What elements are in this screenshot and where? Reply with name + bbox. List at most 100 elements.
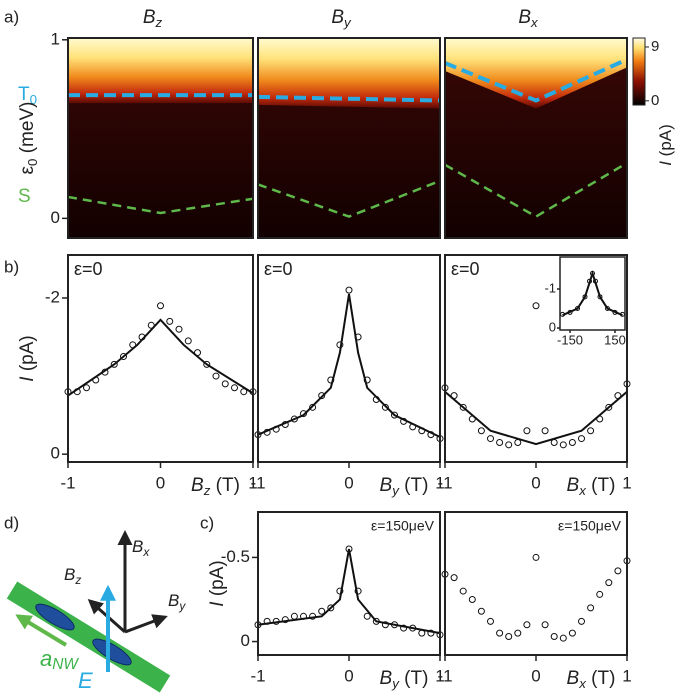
x-tick-label: 0 [531, 473, 540, 492]
x-tick-label: -1 [60, 473, 75, 492]
data-point [345, 286, 353, 294]
data-point [459, 403, 467, 411]
data-point [184, 337, 192, 345]
y-tick-label: -2 [45, 287, 60, 306]
panel-frame [67, 37, 254, 239]
fit-line [562, 270, 623, 317]
dashed-line [257, 94, 441, 103]
fit-line [257, 293, 441, 438]
data-point [231, 384, 238, 392]
data-point [290, 415, 298, 423]
panel-label: c) [200, 513, 214, 532]
data-point [496, 629, 504, 637]
data-point [110, 360, 118, 368]
x-tick-label: 1 [435, 473, 444, 492]
x-tick-label: 0 [344, 473, 353, 492]
annotation: ε=0 [451, 259, 480, 279]
fit-line [257, 548, 441, 635]
diagram-label: aNW [40, 646, 79, 673]
x-axis-label: Bz (T) [191, 475, 240, 498]
y-tick-label: 0 [241, 631, 250, 650]
data-point [523, 427, 531, 435]
data-point [514, 629, 522, 637]
x-tick-label: 1 [248, 473, 257, 492]
panel-frame [559, 256, 626, 331]
data-point [240, 388, 248, 396]
annotation: ε=0 [264, 259, 293, 279]
x-axis-label: Bx (T) [567, 475, 616, 498]
annotation: ε=150μeV [558, 518, 622, 534]
colorbar-label: I (pA) [656, 124, 675, 166]
x-tick-label: -1 [250, 473, 265, 492]
y-axis-label: I (pA) [207, 560, 228, 606]
x-tick-label: -1 [437, 473, 452, 492]
panel-title: Bz [143, 7, 163, 30]
data-point [381, 403, 389, 411]
dashed-line [444, 161, 628, 219]
data-point [166, 317, 174, 325]
x-tick-label: 0 [344, 666, 353, 685]
data-point [309, 403, 317, 411]
data-point [550, 632, 558, 640]
data-point [318, 607, 326, 615]
data-point [477, 427, 485, 435]
panel-frame [257, 37, 441, 239]
data-point [568, 438, 576, 446]
data-point [391, 411, 398, 419]
data-point [578, 617, 585, 625]
data-point [487, 617, 494, 625]
line-label: T0 [18, 84, 37, 107]
heatmap-high-current [445, 38, 627, 109]
data-point [318, 392, 326, 400]
x-tick-label: 1 [622, 473, 631, 492]
nanowire-diagram [6, 530, 171, 693]
y-tick-label: -1 [544, 280, 556, 295]
y-axis-label: I (pA) [17, 335, 38, 381]
data-point [327, 604, 335, 612]
colorbar-tick-label: 9 [651, 38, 659, 55]
data-point [175, 325, 183, 333]
x-tick-label: -150 [557, 332, 583, 347]
data-point [450, 574, 458, 582]
data-point [505, 441, 513, 449]
panel-frame [67, 254, 254, 463]
colorbar [632, 37, 646, 106]
data-point [290, 612, 298, 620]
data-point [203, 360, 211, 368]
x-tick-label: 150 [604, 332, 626, 347]
diagram-label: Bx [132, 537, 150, 559]
diagram-label: E [78, 668, 93, 693]
data-point [587, 604, 595, 612]
data-point [120, 353, 127, 361]
data-point [523, 621, 531, 629]
x-tick-label: 1 [435, 666, 444, 685]
x-tick-label: -1 [437, 666, 452, 685]
diagram-label: Bz [64, 565, 81, 587]
fit-line [444, 390, 628, 446]
data-point [541, 427, 549, 435]
data-point [532, 553, 540, 561]
y-tick-label: 0 [51, 208, 60, 227]
data-point [578, 435, 585, 443]
data-point [381, 621, 389, 629]
data-point [559, 634, 567, 642]
data-point [83, 384, 90, 392]
x-tick-label: 0 [531, 666, 540, 685]
panel-title: By [331, 7, 352, 30]
colorbar-tick-label: 0 [651, 92, 659, 109]
x-axis-label: By (T) [380, 668, 429, 691]
inset-background [560, 257, 625, 330]
y-tick-label: 0 [51, 444, 60, 463]
data-point [459, 587, 467, 595]
panel-frame [257, 254, 441, 463]
data-point [614, 567, 622, 575]
data-point [541, 621, 549, 629]
dashed-line [257, 179, 441, 218]
x-axis-label: By (T) [380, 475, 429, 498]
data-point [477, 607, 485, 615]
x-axis-label: Bx (T) [567, 668, 616, 691]
data-point [400, 624, 408, 632]
data-point [605, 403, 613, 411]
dashed-line [444, 57, 628, 103]
